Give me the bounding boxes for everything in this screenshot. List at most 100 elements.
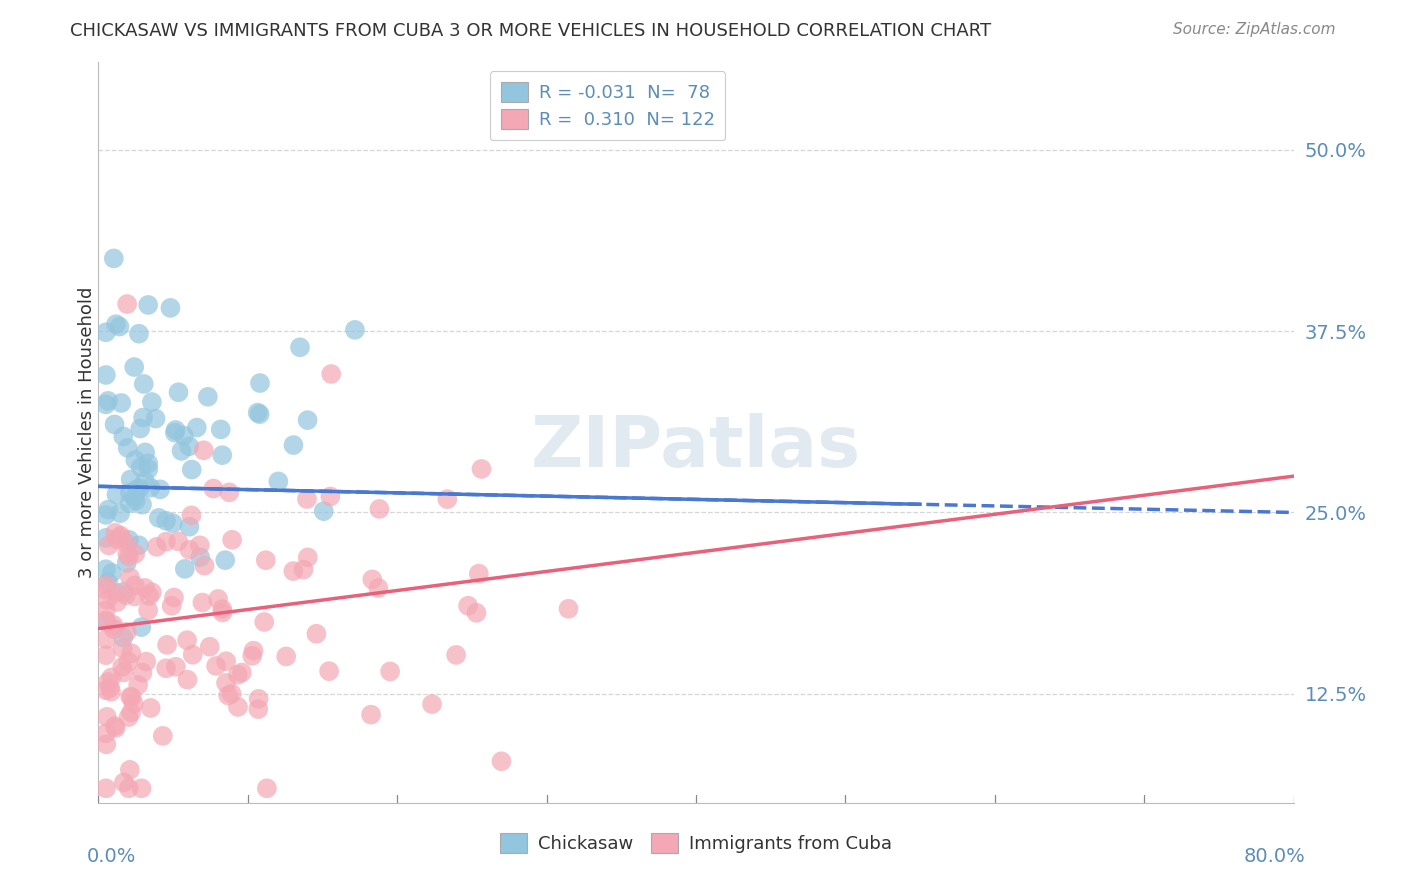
Point bbox=[110, 396, 132, 410]
Point bbox=[470, 462, 492, 476]
Point bbox=[191, 596, 214, 610]
Point bbox=[420, 697, 443, 711]
Point bbox=[139, 701, 162, 715]
Point bbox=[124, 547, 146, 561]
Point bbox=[211, 448, 233, 462]
Text: ZIPatlas: ZIPatlas bbox=[531, 413, 860, 482]
Point bbox=[468, 566, 491, 581]
Point bbox=[249, 376, 271, 390]
Point bbox=[367, 581, 389, 595]
Point bbox=[256, 781, 278, 796]
Point bbox=[160, 599, 183, 613]
Point bbox=[104, 721, 127, 735]
Point bbox=[491, 754, 513, 768]
Point bbox=[209, 422, 232, 436]
Point bbox=[312, 504, 335, 518]
Point bbox=[276, 649, 298, 664]
Point bbox=[94, 562, 117, 576]
Point bbox=[193, 443, 215, 458]
Point bbox=[188, 538, 211, 552]
Point bbox=[94, 578, 117, 592]
Point bbox=[94, 508, 117, 522]
Point bbox=[117, 655, 139, 669]
Point bbox=[110, 529, 132, 543]
Point bbox=[112, 665, 135, 680]
Point bbox=[115, 536, 138, 550]
Point bbox=[295, 491, 318, 506]
Text: 80.0%: 80.0% bbox=[1244, 847, 1306, 866]
Point bbox=[361, 573, 384, 587]
Point bbox=[132, 376, 155, 391]
Point bbox=[128, 481, 150, 495]
Point bbox=[125, 493, 148, 508]
Point bbox=[112, 775, 135, 789]
Point bbox=[112, 429, 135, 443]
Point bbox=[297, 550, 319, 565]
Point bbox=[368, 502, 391, 516]
Point bbox=[108, 319, 131, 334]
Point bbox=[94, 781, 117, 796]
Point bbox=[159, 301, 181, 315]
Point bbox=[186, 420, 208, 434]
Legend: Chickasaw, Immigrants from Cuba: Chickasaw, Immigrants from Cuba bbox=[492, 826, 900, 861]
Point bbox=[288, 340, 311, 354]
Point bbox=[124, 490, 146, 504]
Point bbox=[94, 368, 117, 382]
Point bbox=[94, 326, 117, 340]
Point bbox=[173, 428, 195, 442]
Point bbox=[136, 603, 159, 617]
Point bbox=[131, 498, 153, 512]
Point bbox=[179, 519, 201, 533]
Y-axis label: 3 or more Vehicles in Household: 3 or more Vehicles in Household bbox=[79, 287, 96, 578]
Point bbox=[165, 660, 187, 674]
Point bbox=[249, 407, 271, 421]
Point bbox=[136, 456, 159, 470]
Point bbox=[97, 393, 120, 408]
Point bbox=[211, 606, 233, 620]
Point bbox=[155, 534, 177, 549]
Point bbox=[217, 689, 239, 703]
Point bbox=[215, 676, 238, 690]
Point bbox=[115, 588, 138, 602]
Point bbox=[100, 685, 122, 699]
Point bbox=[156, 638, 179, 652]
Point bbox=[283, 438, 305, 452]
Point bbox=[129, 421, 152, 435]
Point bbox=[163, 591, 186, 605]
Point bbox=[118, 763, 141, 777]
Point bbox=[97, 538, 120, 552]
Point bbox=[96, 737, 118, 751]
Point bbox=[111, 641, 134, 656]
Point bbox=[120, 690, 142, 704]
Point bbox=[139, 481, 162, 495]
Point bbox=[100, 670, 122, 684]
Point bbox=[134, 445, 156, 459]
Point bbox=[465, 606, 488, 620]
Point bbox=[120, 706, 142, 720]
Point bbox=[167, 385, 190, 400]
Point bbox=[111, 660, 134, 674]
Point bbox=[221, 687, 243, 701]
Point bbox=[214, 553, 236, 567]
Point bbox=[319, 490, 342, 504]
Point bbox=[155, 514, 177, 528]
Point bbox=[138, 462, 160, 476]
Point bbox=[128, 538, 150, 552]
Point bbox=[170, 443, 193, 458]
Point bbox=[247, 691, 270, 706]
Point bbox=[155, 661, 177, 675]
Point bbox=[131, 665, 153, 680]
Point bbox=[104, 585, 127, 599]
Point bbox=[165, 423, 187, 437]
Point bbox=[112, 584, 135, 599]
Point bbox=[94, 397, 117, 411]
Point bbox=[94, 603, 117, 617]
Point bbox=[149, 483, 172, 497]
Point bbox=[94, 648, 117, 663]
Point bbox=[283, 564, 305, 578]
Point bbox=[118, 485, 141, 500]
Point bbox=[104, 525, 127, 540]
Point bbox=[180, 508, 202, 523]
Point bbox=[173, 562, 195, 576]
Point bbox=[117, 441, 139, 455]
